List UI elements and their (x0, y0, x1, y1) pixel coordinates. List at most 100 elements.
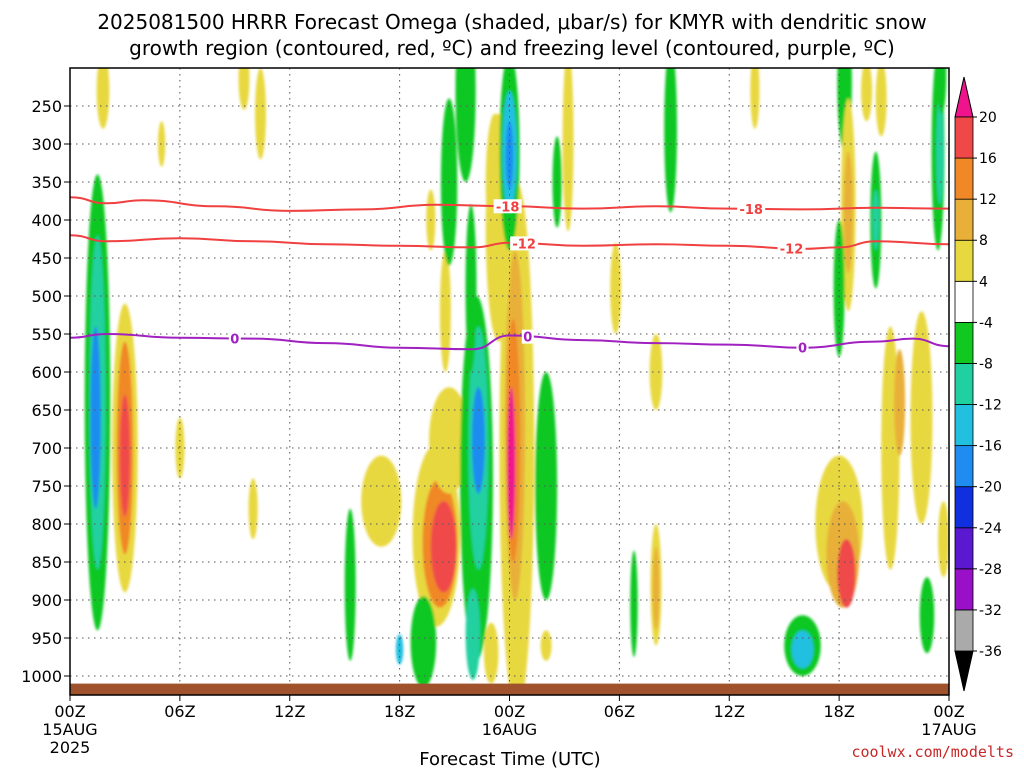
colorbar-label-11: 12 (979, 192, 997, 208)
x-tick-label-5: 06Z (604, 702, 635, 721)
x-tick-label-1: 06Z (164, 702, 195, 721)
colorbar-label-2: -28 (979, 562, 1002, 578)
omega-region-7 (157, 121, 166, 167)
omega-region-62 (837, 539, 856, 608)
colorbar-segment-7 (954, 321, 974, 364)
colorbar-segment-1 (954, 568, 974, 611)
x-tick-label-0: 00Z (54, 702, 85, 721)
colorbar-label-3: -24 (979, 521, 1002, 537)
y-tick-label-1000: 1000 (21, 667, 62, 686)
isotherm-label-bg-2-2 (796, 340, 809, 355)
isotherm-layer: -18 -18 -12 -12 0 0 0 (70, 196, 949, 357)
surface-layer (70, 683, 949, 695)
colorbar-label-10: 8 (979, 233, 988, 249)
omega-region-66 (894, 349, 906, 456)
chart-title: 2025081500 HRRR Forecast Omega (shaded, … (97, 10, 926, 34)
omega-region-12 (344, 508, 356, 661)
colorbar-label-13: 20 (979, 110, 997, 126)
y-tick-label-350: 350 (31, 173, 62, 192)
surface-terrain (70, 683, 949, 695)
omega-region-51 (750, 68, 760, 129)
colorbar-segment-8 (954, 280, 974, 323)
y-tick-label-300: 300 (31, 135, 62, 154)
omega-region-53 (861, 68, 873, 122)
omega-region-6 (96, 68, 110, 129)
omega-region-8 (238, 68, 250, 110)
x-tick-label-3: 18Z (384, 702, 415, 721)
y-tick-label-250: 250 (31, 97, 62, 116)
colorbar: -36 -32 -28 -24 -20 -16 -12 -8 -4 4 8 12 16 20 (954, 76, 1002, 692)
omega-region-5 (119, 394, 130, 517)
isotherm-label-bg-2-1 (521, 329, 534, 344)
omega-region-22 (455, 68, 476, 182)
omega-region-2 (90, 326, 101, 509)
colorbar-label-6: -12 (979, 398, 1002, 414)
isotherm-label-1-1: -12 (780, 242, 804, 257)
omega-region-40 (505, 121, 514, 190)
colorbar-label-9: 4 (979, 274, 988, 290)
y-tick-label-600: 600 (31, 363, 62, 382)
x-tick-year-0: 2025 (50, 738, 91, 757)
y-tick-label-850: 850 (31, 553, 62, 572)
x-tick-date-0: 15AUG (42, 720, 97, 739)
y-tick-label-400: 400 (31, 211, 62, 230)
isotherm-label-1-0: -12 (512, 237, 536, 252)
omega-region-18 (395, 634, 404, 665)
colorbar-label-1: -32 (979, 603, 1002, 619)
colorbar-label-8: -4 (979, 315, 993, 331)
isotherm-label-bg-2-0 (228, 331, 241, 346)
omega-region-28 (465, 204, 477, 372)
x-axis-label: Forecast Time (UTC) (419, 749, 600, 768)
omega-region-56 (843, 151, 853, 274)
grid-layer (70, 68, 949, 695)
x-tick-label-2: 12Z (274, 702, 305, 721)
x-tick-date-4: 16AUG (482, 720, 537, 739)
colorbar-over-arrow (954, 76, 974, 118)
x-tick-date-8: 17AUG (921, 720, 976, 739)
omega-region-19 (439, 250, 451, 372)
isotherm-label-bg-1-0 (510, 236, 539, 251)
omega-region-17 (410, 596, 437, 688)
omega-region-45 (610, 242, 622, 334)
colorbar-label-7: -8 (979, 356, 993, 372)
credit-text: coolwx.com/modelts (851, 743, 1014, 761)
isotherm-label-bg-1-1 (777, 241, 806, 256)
omega-region-70 (937, 68, 947, 114)
colorbar-segment-6 (954, 363, 974, 405)
isotherm-label-bg-0-1 (737, 201, 766, 216)
omega-region-46 (649, 334, 663, 410)
colorbar-segment-4 (954, 445, 974, 488)
omega-region-49 (630, 550, 638, 657)
y-tick-label-800: 800 (31, 515, 62, 534)
isotherm-line-1 (70, 234, 949, 250)
colorbar-segment-10 (954, 198, 974, 241)
omega-region-11 (248, 478, 258, 540)
isotherm-line-0 (70, 196, 949, 212)
omega-region-44 (540, 630, 552, 661)
omega-region-26 (472, 387, 485, 494)
y-axis: 250 300 350 400 450 500 550 600 650 700 750 800 850 9… (21, 97, 70, 686)
y-tick-label-750: 750 (31, 477, 62, 496)
omega-region-54 (875, 68, 887, 137)
isotherm-line-2 (70, 332, 949, 351)
omega-region-71 (938, 501, 949, 578)
colorbar-label-5: -16 (979, 439, 1002, 455)
colorbar-label-4: -20 (979, 480, 1002, 496)
isotherm-label-2-2: 0 (798, 342, 807, 357)
omega-region-13 (361, 455, 402, 547)
colorbar-segment-2 (954, 527, 974, 570)
y-tick-label-650: 650 (31, 401, 62, 420)
isotherm-label-0-0: -18 (496, 200, 520, 215)
y-tick-label-700: 700 (31, 439, 62, 458)
colorbar-segment-0 (954, 609, 974, 652)
y-tick-label-450: 450 (31, 249, 62, 268)
y-tick-label-550: 550 (31, 325, 62, 344)
y-tick-label-900: 900 (31, 591, 62, 610)
isotherm-label-2-0: 0 (230, 332, 239, 347)
colorbar-segment-9 (954, 239, 974, 282)
omega-region-72 (919, 577, 935, 654)
colorbar-under-arrow (954, 650, 974, 692)
omega-region-23 (429, 387, 470, 494)
